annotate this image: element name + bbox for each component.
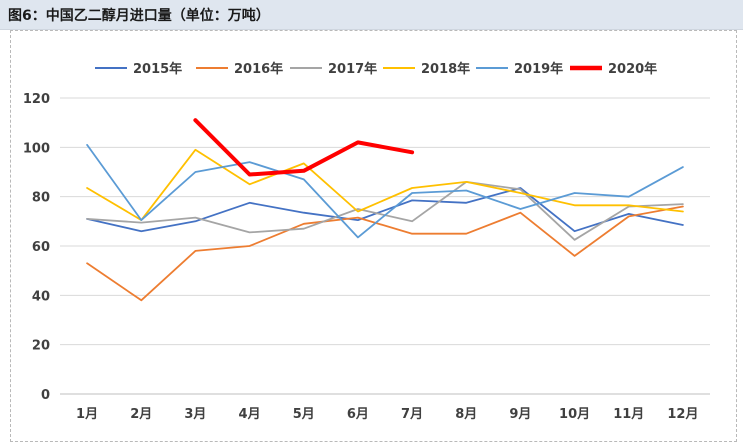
x-tick-label: 12月 <box>667 407 698 422</box>
x-tick-label: 8月 <box>455 407 477 422</box>
y-tick-label: 40 <box>32 289 50 304</box>
x-tick-label: 11月 <box>613 407 644 422</box>
figure-title: 图6：中国乙二醇月进口量（单位：万吨） <box>8 8 270 24</box>
series-line-2 <box>86 205 684 302</box>
legend-label: 2019年 <box>514 61 563 77</box>
x-tick-label: 5月 <box>293 407 315 422</box>
grid-lines <box>60 97 710 346</box>
x-tick-label: 7月 <box>401 407 423 422</box>
y-tick-label: 80 <box>32 191 50 206</box>
legend-label: 2018年 <box>421 61 470 77</box>
x-tick-label: 4月 <box>239 407 261 422</box>
chart-frame <box>10 30 737 442</box>
x-tick-label: 3月 <box>184 407 206 422</box>
series-line-6 <box>193 118 415 177</box>
series-lines <box>86 118 684 302</box>
y-axis-ticks: 0 20 40 60 80 100 120 <box>23 92 50 403</box>
y-tick-label: 0 <box>41 388 50 403</box>
legend-label: 2017年 <box>328 61 377 77</box>
legend-label: 2015年 <box>133 61 182 77</box>
x-axis-ticks: 1月 2月 3月 4月 5月 6月 7月 8月 9月 10月 11月 12月 <box>76 407 698 422</box>
y-tick-label: 20 <box>32 339 50 354</box>
legend-label: 2020年 <box>608 61 657 77</box>
y-tick-label: 120 <box>23 92 50 107</box>
legend: 2015年 2016年 2017年 2018年 2019年 2020年 <box>95 61 657 77</box>
y-tick-label: 100 <box>23 141 50 156</box>
series-line-1 <box>86 187 684 233</box>
x-tick-label: 10月 <box>559 407 590 422</box>
series-line-5 <box>86 144 684 239</box>
x-tick-label: 1月 <box>76 407 98 422</box>
x-tick-label: 9月 <box>509 407 531 422</box>
x-tick-label: 2月 <box>130 407 152 422</box>
figure-header: 图6：中国乙二醇月进口量（单位：万吨） <box>0 0 743 30</box>
legend-label: 2016年 <box>234 61 283 77</box>
x-tick-label: 6月 <box>347 407 369 422</box>
series-line-4 <box>86 148 684 221</box>
y-tick-label: 60 <box>32 240 50 255</box>
